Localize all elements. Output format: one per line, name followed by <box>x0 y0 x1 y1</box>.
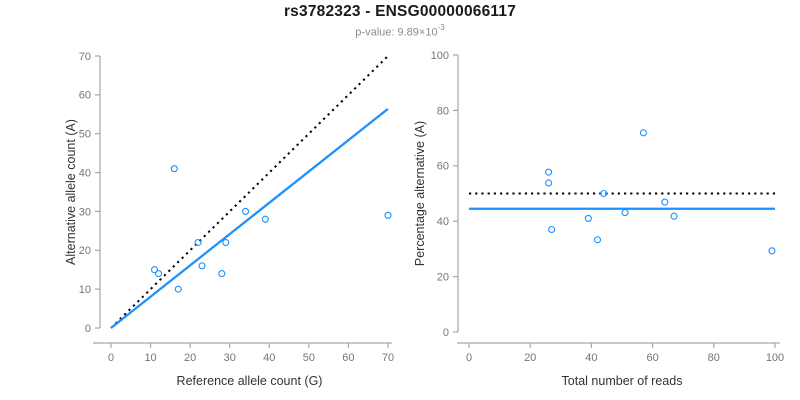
y-tick-label: 60 <box>437 161 449 173</box>
scatter-point <box>661 198 669 206</box>
scatter-point <box>150 266 159 274</box>
y-tick-label: 0 <box>443 327 449 339</box>
scatter-point <box>545 168 553 176</box>
x-tick-label: 60 <box>646 352 658 364</box>
scatter-point <box>768 247 776 255</box>
scatter-point <box>545 179 553 187</box>
p-value-text: p-value: 9.89×10 <box>355 26 438 39</box>
y-tick-label: 20 <box>437 271 449 283</box>
chart-title: rs3782323 - ENSG00000066117 <box>283 3 517 20</box>
y-tick-label: 70 <box>79 51 91 63</box>
scatter-points <box>545 129 776 255</box>
scatter-point <box>261 215 269 223</box>
x-axis: 0 20 40 60 80 100 <box>457 342 784 364</box>
scatter-point <box>600 189 608 198</box>
y-axis-title: Percentage alternative (A) <box>413 121 427 266</box>
y-tick-label: 30 <box>79 206 91 218</box>
scatter-point <box>218 270 226 278</box>
chart-header: rs3782323 - ENSG00000066117 p-value: 9.8… <box>0 3 800 39</box>
y-tick-label: 80 <box>437 105 449 117</box>
scatter-points <box>150 165 392 293</box>
x-tick-label: 0 <box>466 352 472 364</box>
scatter-point <box>194 238 202 247</box>
identity-line <box>110 55 389 329</box>
y-axis: 0 10 20 30 40 50 60 70 <box>79 51 101 335</box>
p-value-exponent: -3 <box>437 23 445 32</box>
scatter-point <box>670 212 678 220</box>
regression-line <box>110 107 389 329</box>
x-tick-label: 30 <box>224 352 236 364</box>
x-tick-label: 40 <box>585 352 597 364</box>
scatter-point <box>174 285 182 293</box>
y-tick-label: 40 <box>79 167 91 179</box>
x-tick-label: 20 <box>524 352 536 364</box>
scatter-point <box>384 211 392 219</box>
scatter-point <box>593 236 602 244</box>
scatter-point <box>548 225 556 234</box>
y-tick-label: 100 <box>431 50 449 62</box>
x-tick-label: 40 <box>263 352 275 364</box>
y-axis-title: Alternative allele count (A) <box>64 119 78 265</box>
y-axis: 0 20 40 60 80 100 <box>431 50 459 339</box>
y-tick-label: 50 <box>79 129 91 141</box>
x-tick-label: 50 <box>303 352 315 364</box>
y-tick-label: 10 <box>79 284 91 296</box>
x-tick-label: 60 <box>342 352 354 364</box>
scatter-point <box>639 129 647 137</box>
scatter-point <box>241 207 250 215</box>
x-tick-label: 0 <box>108 352 114 364</box>
scatter-point <box>584 214 592 222</box>
percentage-alternative-plot: 0 20 40 60 80 100 0 20 40 60 80 100 Total number of … <box>413 50 784 388</box>
x-tick-label: 20 <box>184 352 196 364</box>
x-axis-title: Reference allele count (G) <box>177 374 323 388</box>
y-tick-label: 40 <box>437 216 449 228</box>
x-axis: 0 10 20 30 40 50 60 70 <box>93 342 394 364</box>
y-tick-label: 60 <box>79 90 91 102</box>
allele-counts-plot: 0 10 20 30 40 50 60 70 0 10 20 30 40 50 60 70 Reference … <box>64 51 394 388</box>
scatter-point <box>621 209 629 217</box>
x-tick-label: 100 <box>766 352 784 364</box>
x-axis-title: Total number of reads <box>562 374 683 388</box>
y-tick-label: 0 <box>85 323 91 335</box>
scatter-point <box>222 238 230 247</box>
x-tick-label: 70 <box>382 352 394 364</box>
x-tick-label: 80 <box>708 352 720 364</box>
y-tick-label: 20 <box>79 245 91 257</box>
scatter-point <box>154 270 163 278</box>
scatter-point <box>170 165 178 173</box>
x-tick-label: 10 <box>144 352 156 364</box>
scatter-point <box>198 262 206 270</box>
chart-subtitle: p-value: 9.89×10-3 <box>0 23 800 39</box>
